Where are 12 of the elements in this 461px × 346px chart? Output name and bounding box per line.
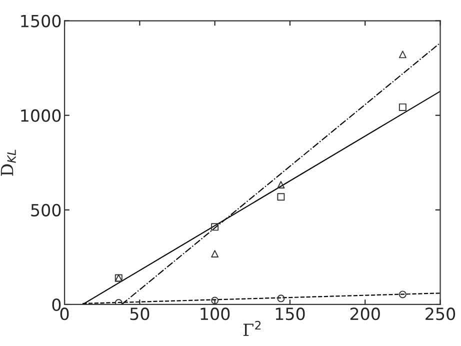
x-tick-label: 150 bbox=[276, 308, 305, 320]
y-axis-title: D$_{KL}$ bbox=[0, 150, 16, 176]
y-tick-label: 500 bbox=[31, 204, 61, 216]
y-tick-label: 0 bbox=[52, 298, 61, 312]
x-tick-label: 0 bbox=[60, 308, 69, 320]
x-tick-label: 250 bbox=[426, 308, 456, 320]
x-tick-label: 200 bbox=[350, 308, 380, 320]
y-tick-label: 1500 bbox=[21, 14, 61, 28]
x-tick-label: 100 bbox=[200, 308, 230, 320]
x-axis-title: Γ$^{2}$ bbox=[243, 320, 261, 336]
x-tick-label: 50 bbox=[130, 308, 150, 320]
y-tick-label: 1000 bbox=[21, 109, 61, 122]
